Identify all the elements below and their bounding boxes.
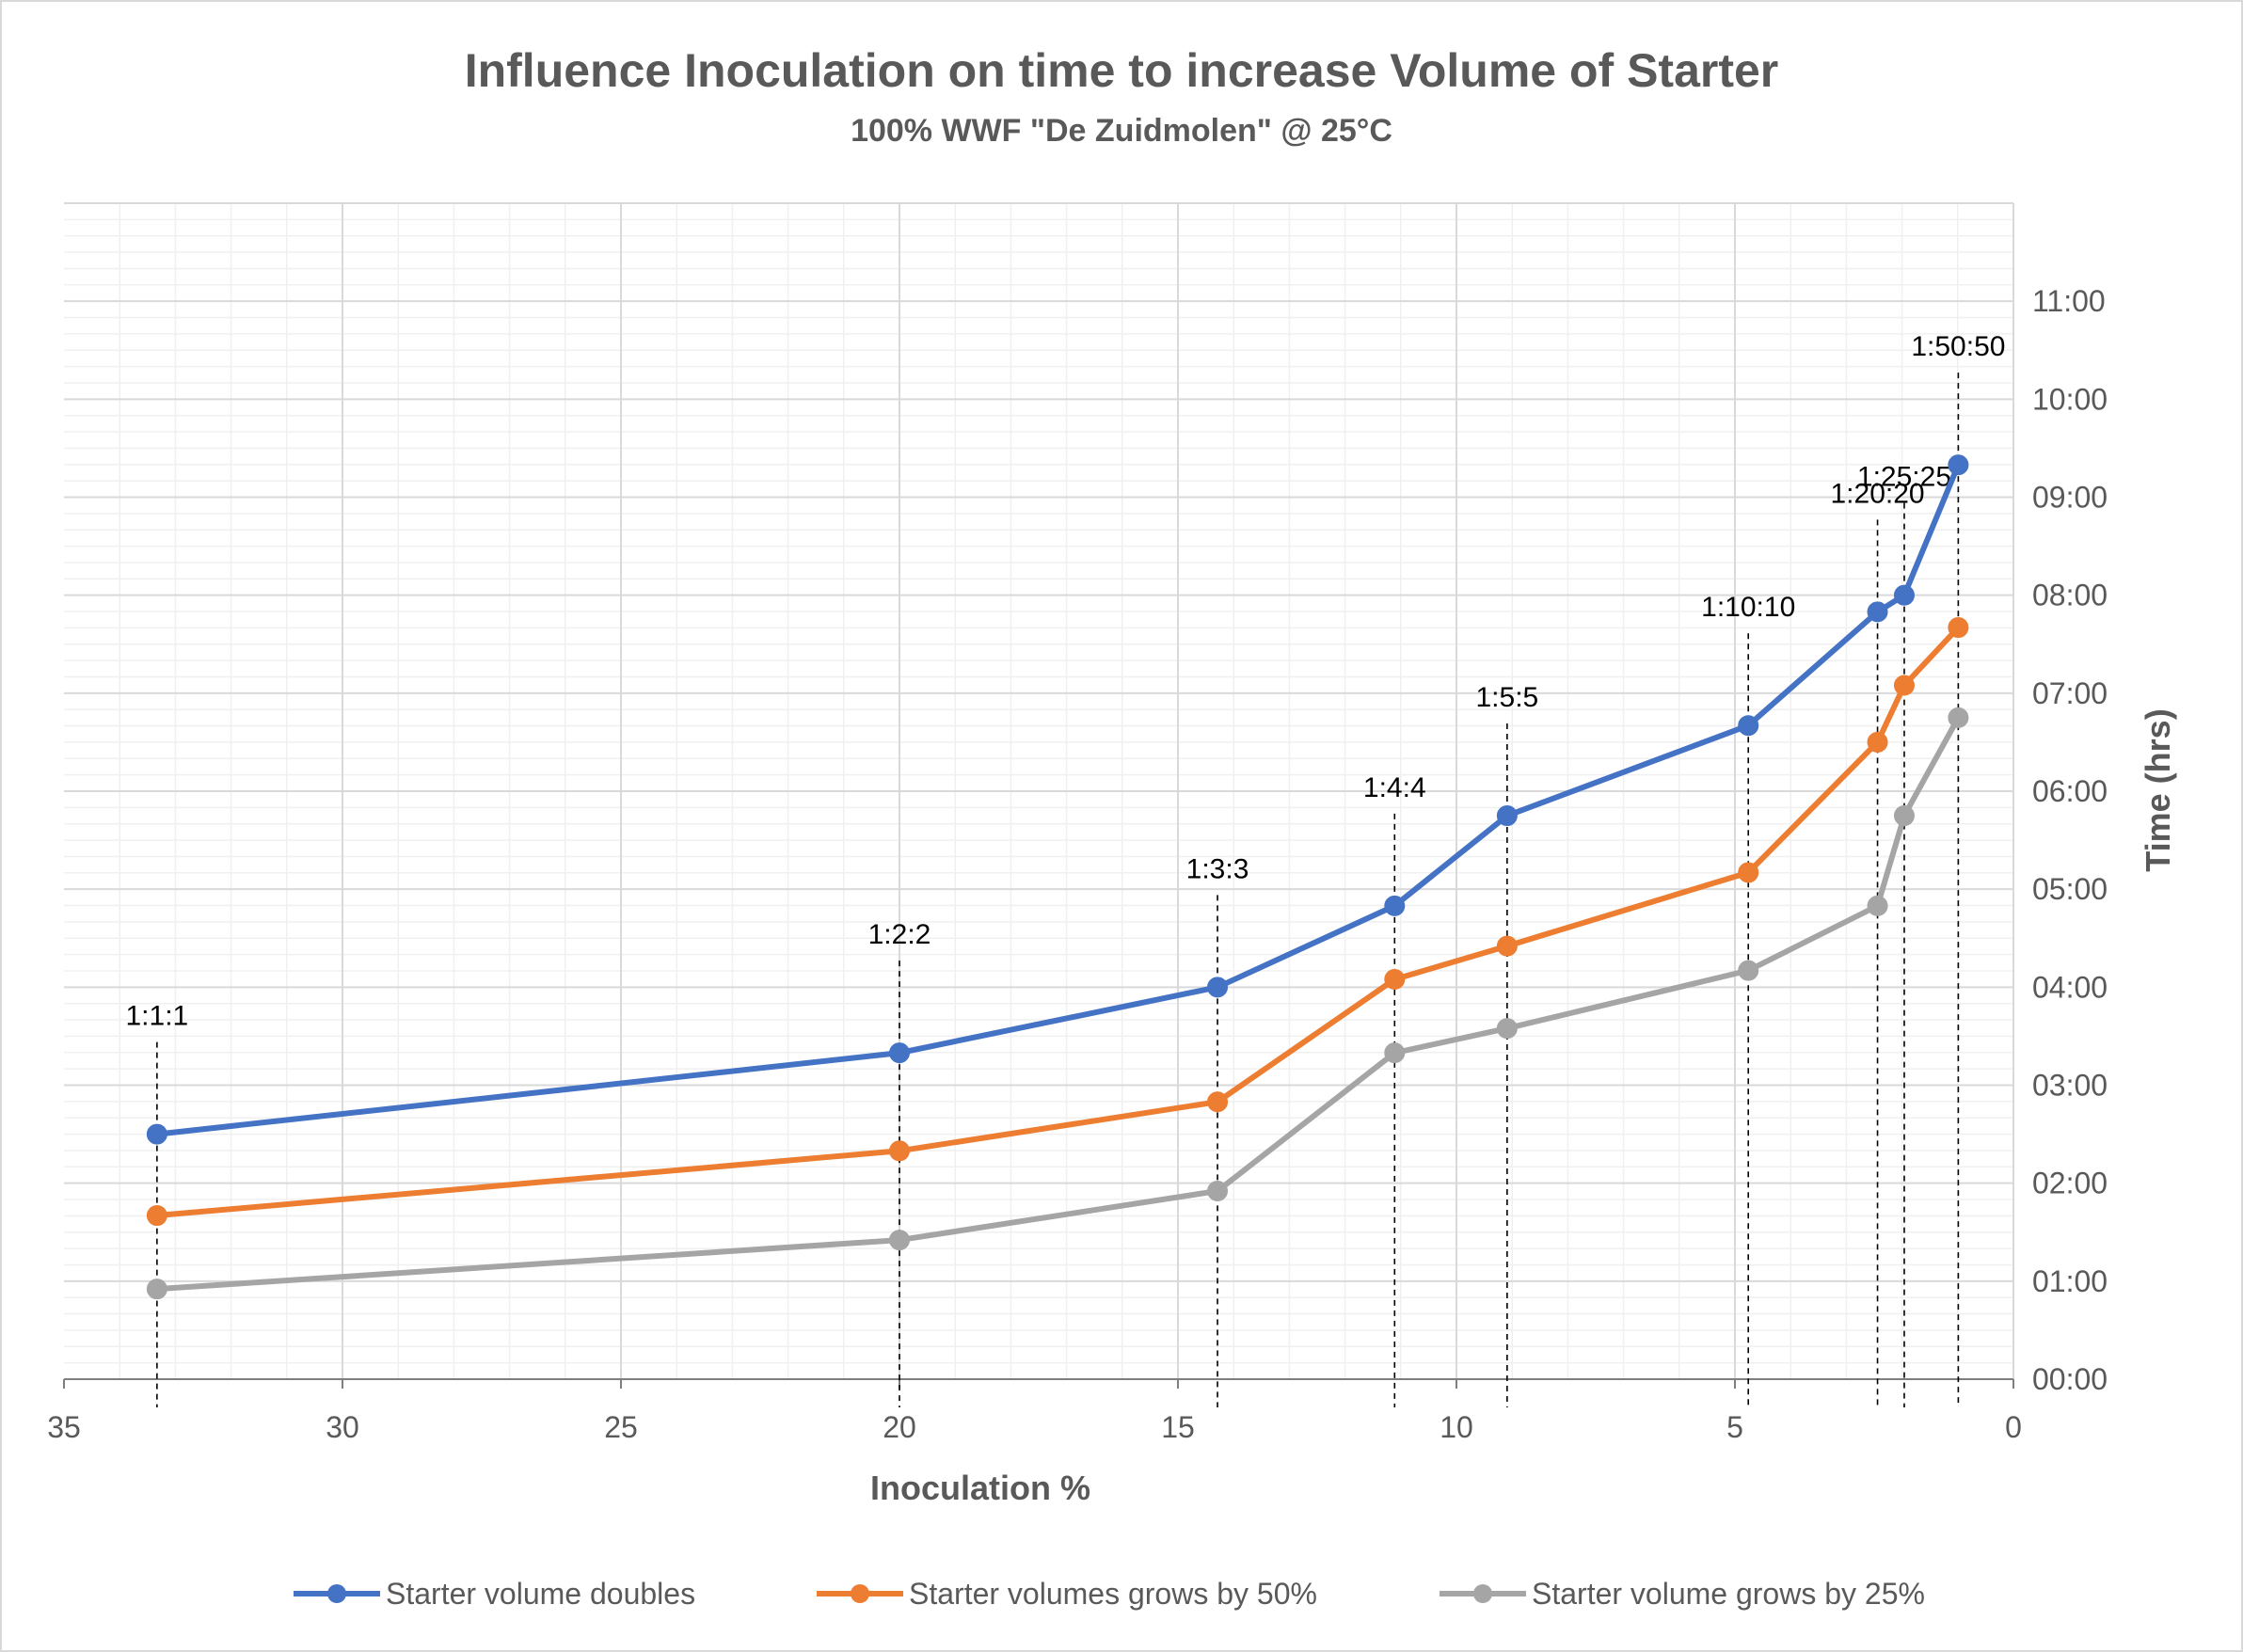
data-point (1496, 1018, 1518, 1040)
y-tick-label: 02:00 (2032, 1167, 2108, 1200)
y-tick-label: 11:00 (2032, 284, 2106, 318)
y-tick-label: 10:00 (2032, 382, 2108, 416)
data-point (1867, 731, 1888, 753)
x-tick-label: 10 (1440, 1410, 1473, 1444)
legend-label: Starter volume grows by 25% (1532, 1577, 1925, 1611)
data-point (1496, 935, 1518, 957)
data-point (1384, 895, 1406, 916)
data-point (146, 1279, 167, 1300)
data-point (1893, 584, 1915, 606)
x-tick-label: 35 (47, 1410, 81, 1444)
y-tick-label: 08:00 (2032, 579, 2108, 612)
x-tick-label: 25 (604, 1410, 638, 1444)
x-tick-label: 5 (1726, 1410, 1743, 1444)
x-tick-label: 30 (326, 1410, 359, 1444)
chart-subtitle: 100% WWF "De Zuidmolen" @ 25°C (851, 113, 1392, 149)
x-tick-label: 0 (2005, 1410, 2022, 1444)
data-point (1867, 895, 1888, 916)
y-tick-label: 09:00 (2032, 481, 2108, 515)
data-point (1893, 805, 1915, 827)
data-point (1893, 675, 1915, 696)
y-tick-label: 03:00 (2032, 1069, 2108, 1103)
annotation-label: 1:20:20 (1831, 478, 1925, 509)
data-point (1738, 960, 1759, 981)
data-point (1948, 707, 1969, 728)
data-point (1738, 715, 1759, 737)
annotation-label: 1:25:25 (1857, 462, 1951, 493)
y-tick-label: 05:00 (2032, 872, 2108, 906)
y-tick-label: 01:00 (2032, 1264, 2108, 1298)
annotation-label: 1:4:4 (1363, 772, 1426, 803)
data-point (1496, 805, 1518, 827)
data-point (889, 1042, 910, 1064)
data-point (146, 1123, 167, 1145)
data-point (1948, 454, 1969, 476)
data-point (1207, 1091, 1229, 1113)
legend-label: Starter volume doubles (386, 1577, 695, 1611)
data-point (1384, 969, 1406, 990)
data-point (1207, 1181, 1229, 1201)
legend-swatch-marker (851, 1584, 869, 1603)
annotation-label: 1:3:3 (1186, 853, 1249, 884)
legend-swatch-marker (1473, 1584, 1492, 1603)
annotation-label: 1:2:2 (868, 919, 931, 950)
plot-area: 35 30 25 20 15 10 5 0 00:00 01:00 02:00 03:00 04:00 0… (47, 202, 2108, 1444)
annotation-label: 1:1:1 (125, 1001, 188, 1032)
y-axis-title: Time (hrs) (2139, 708, 2177, 871)
annotation-label: 1:10:10 (1701, 592, 1795, 623)
data-point (1384, 1042, 1406, 1064)
y-tick-label: 04:00 (2032, 970, 2108, 1004)
y-tick-label: 07:00 (2032, 676, 2108, 710)
data-point (1207, 977, 1229, 998)
data-point (1948, 617, 1969, 639)
chart-title: Influence Inoculation on time to increas… (465, 44, 1779, 97)
x-tick-label: 20 (883, 1410, 916, 1444)
legend-swatch-marker (327, 1584, 346, 1603)
x-tick-label: 15 (1161, 1410, 1195, 1444)
legend: Starter volume doubles Starter volumes gr… (294, 1577, 1925, 1611)
annotation-label: 1:5:5 (1476, 682, 1539, 713)
legend-label: Starter volumes grows by 50% (909, 1577, 1317, 1611)
y-tick-label: 00:00 (2032, 1362, 2108, 1396)
y-tick-label: 06:00 (2032, 774, 2108, 808)
data-point (889, 1230, 910, 1251)
data-point (1867, 601, 1888, 623)
data-point (1738, 862, 1759, 883)
data-point (889, 1140, 910, 1162)
annotation-label: 1:50:50 (1911, 331, 2005, 362)
x-axis-title: Inoculation % (870, 1469, 1090, 1507)
data-point (146, 1205, 167, 1227)
